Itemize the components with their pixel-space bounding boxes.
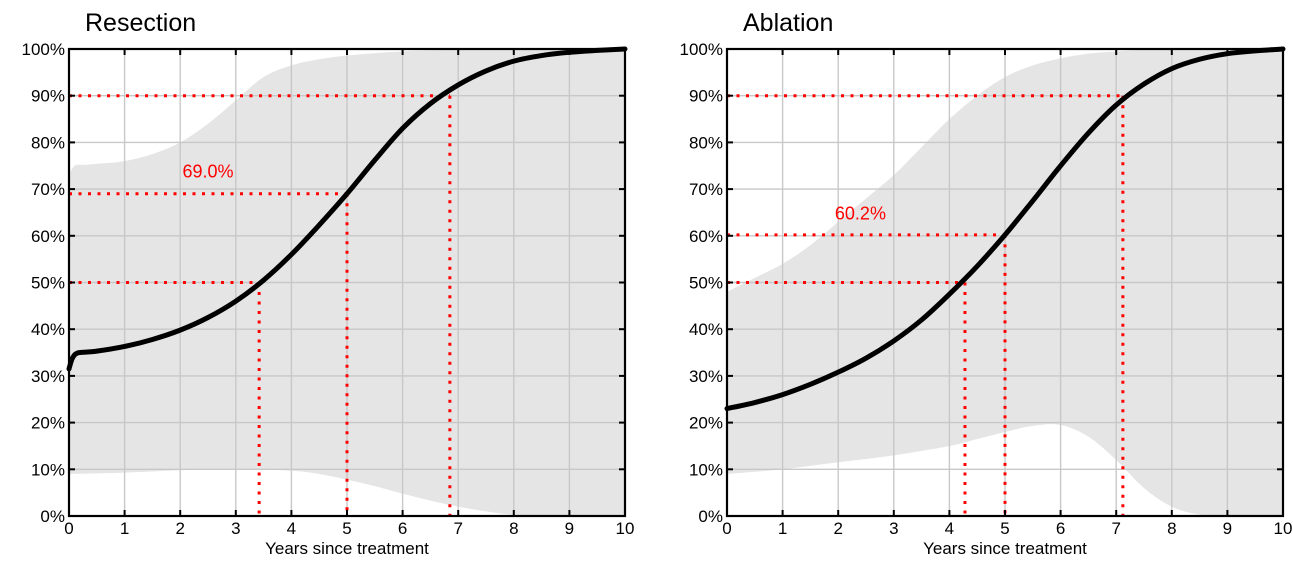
y-tick-label: 70% bbox=[31, 180, 65, 199]
x-tick-label: 10 bbox=[1274, 519, 1293, 538]
annotation-label: 69.0% bbox=[182, 161, 233, 181]
x-tick-label: 4 bbox=[287, 519, 296, 538]
x-tick-label: 10 bbox=[616, 519, 635, 538]
x-tick-label: 2 bbox=[833, 519, 842, 538]
y-tick-label: 90% bbox=[689, 87, 723, 106]
x-tick-label: 6 bbox=[398, 519, 407, 538]
y-tick-label: 60% bbox=[689, 227, 723, 246]
y-tick-label: 80% bbox=[31, 133, 65, 152]
x-tick-label: 2 bbox=[175, 519, 184, 538]
chart-panel-2: 0 1 2 3 4 5 6 7 8 9 100%10%20%30%40%50%60%70%80%90… bbox=[680, 9, 1293, 558]
annotation-label: 60.2% bbox=[835, 203, 886, 223]
chart-title: Ablation bbox=[743, 9, 833, 37]
x-tick-label: 8 bbox=[1167, 519, 1176, 538]
y-tick-label: 40% bbox=[689, 320, 723, 339]
x-tick-label: 9 bbox=[1223, 519, 1232, 538]
x-tick-label: 1 bbox=[778, 519, 787, 538]
x-tick-label: 7 bbox=[1111, 519, 1120, 538]
y-tick-label: 90% bbox=[31, 87, 65, 106]
y-tick-label: 30% bbox=[31, 367, 65, 386]
y-tick-label: 60% bbox=[31, 227, 65, 246]
y-tick-label: 50% bbox=[689, 274, 723, 293]
x-tick-label: 6 bbox=[1056, 519, 1065, 538]
y-tick-label: 70% bbox=[689, 180, 723, 199]
y-tick-label: 30% bbox=[689, 367, 723, 386]
y-tick-label: 10% bbox=[31, 460, 65, 479]
y-tick-label: 100% bbox=[22, 40, 65, 59]
x-tick-label: 0 bbox=[722, 519, 731, 538]
x-tick-label: 5 bbox=[342, 519, 351, 538]
x-tick-label: 0 bbox=[64, 519, 73, 538]
x-tick-label: 5 bbox=[1000, 519, 1009, 538]
y-tick-label: 80% bbox=[689, 133, 723, 152]
y-tick-label: 0% bbox=[698, 507, 723, 526]
chart-panel-1: 0 1 2 3 4 5 6 7 8 9 100%10%20%30%40%50%60%70%80%90… bbox=[22, 9, 635, 558]
y-tick-label: 0% bbox=[40, 507, 65, 526]
x-tick-label: 9 bbox=[565, 519, 574, 538]
y-tick-label: 10% bbox=[689, 460, 723, 479]
series-line bbox=[724, 46, 1286, 412]
x-axis-label: Years since treatment bbox=[265, 539, 429, 558]
y-tick-label: 20% bbox=[689, 414, 723, 433]
y-tick-label: 100% bbox=[680, 40, 723, 59]
x-tick-label: 7 bbox=[453, 519, 462, 538]
y-tick-label: 20% bbox=[31, 414, 65, 433]
x-tick-label: 1 bbox=[120, 519, 129, 538]
y-tick-label: 40% bbox=[31, 320, 65, 339]
x-tick-label: 4 bbox=[945, 519, 954, 538]
series-line bbox=[66, 46, 628, 372]
chart-title: Resection bbox=[85, 9, 196, 37]
x-tick-label: 3 bbox=[231, 519, 240, 538]
x-axis-label: Years since treatment bbox=[923, 539, 1087, 558]
x-tick-label: 3 bbox=[889, 519, 898, 538]
y-tick-label: 50% bbox=[31, 274, 65, 293]
x-tick-label: 8 bbox=[509, 519, 518, 538]
